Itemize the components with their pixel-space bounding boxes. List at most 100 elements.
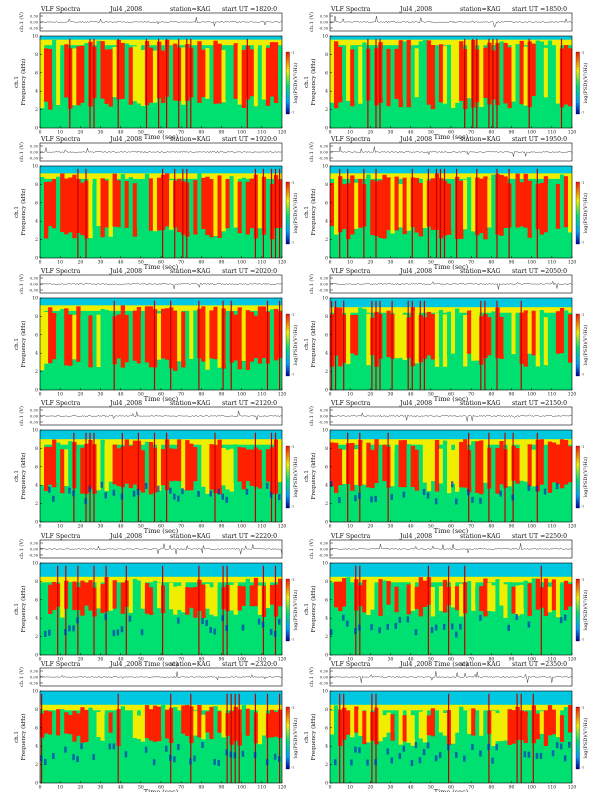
spectrogram-burst	[279, 300, 281, 390]
spectrogram-panel: VLF Spectra Jul4 ,2008 station=KAG start UT…	[14, 661, 299, 796]
spectrogram-burst	[347, 168, 349, 258]
spectrogram-column	[350, 583, 355, 613]
spectrogram-column	[539, 182, 544, 235]
spectrogram-column	[467, 581, 472, 615]
spectrogram-column	[491, 174, 496, 227]
spectrogram-column	[96, 712, 101, 737]
x-tick-label: 100	[527, 260, 536, 266]
spectrogram-column	[177, 439, 182, 482]
spectrogram-column	[229, 584, 234, 611]
spectrogram-column	[209, 179, 214, 238]
waveform-tick-label: 0.00	[30, 283, 39, 287]
x-tick-label: 110	[258, 785, 267, 791]
spectrogram-low-psd	[434, 755, 438, 762]
spectrogram-column	[563, 440, 569, 485]
spectrogram-low-psd	[64, 629, 67, 635]
panel-station: station=KAG	[460, 400, 501, 407]
spectrogram-column	[527, 583, 532, 616]
spectrogram-low-psd	[209, 626, 212, 633]
spectrogram-column	[499, 41, 504, 103]
spectrogram-column	[173, 310, 178, 371]
spectrogram-low-psd	[108, 743, 112, 750]
spectrogram-low-psd	[201, 742, 204, 748]
spectrogram-column	[438, 309, 444, 358]
colorbar-tick-label: -7	[291, 638, 294, 642]
x-axis-label: Time (sec)	[434, 263, 469, 271]
spectrogram-low-psd	[181, 488, 184, 495]
spectrogram-low-psd	[342, 614, 345, 621]
spectrogram-column	[471, 312, 476, 361]
spectrogram-column	[531, 449, 536, 487]
spectrogram-burst	[427, 168, 429, 258]
spectrogram-column	[68, 177, 73, 233]
spectrogram-low-psd	[132, 490, 136, 497]
spectrogram-burst	[347, 432, 349, 522]
spectrogram-column	[378, 180, 383, 238]
spectrogram-column	[68, 715, 73, 735]
spectrogram-low-psd	[68, 487, 71, 494]
spectrogram-upper-band	[330, 36, 572, 40]
y-tick-label: 10	[322, 164, 328, 170]
spectrogram-low-psd	[434, 624, 438, 631]
y-tick-label: 0	[325, 653, 328, 659]
spectrogram-column	[555, 184, 561, 229]
spectrogram-column	[527, 312, 532, 354]
spectrogram-column	[350, 49, 355, 107]
spectrogram-column	[555, 41, 561, 104]
spectrogram-burst	[480, 300, 482, 390]
spectrogram-column	[430, 45, 436, 110]
spectrogram-column	[354, 706, 359, 733]
spectrogram-column	[225, 49, 230, 100]
spectrogram-column	[338, 307, 343, 367]
spectrogram-column	[48, 49, 53, 110]
y-tick-label: 0	[325, 781, 328, 787]
y-axis-label-top: ch.1	[14, 206, 20, 218]
spectrogram-low-psd	[366, 759, 369, 766]
spectrogram-column	[503, 42, 508, 104]
colorbar-label: log(PSD)(V²/Hz)	[582, 457, 589, 498]
x-tick-label: 70	[468, 130, 474, 136]
spectrogram-column	[511, 180, 516, 237]
spectrogram-panel: VLF Spectra Jul4 ,2008 station=KAG start UT…	[14, 6, 299, 141]
y-tick-label: 10	[32, 689, 38, 695]
spectrogram-column	[547, 586, 553, 613]
spectrogram-low-psd	[386, 748, 389, 755]
spectrogram-column	[249, 449, 254, 486]
panel-title: VLF Spectra	[330, 6, 371, 13]
colorbar-tick-label: -1	[581, 445, 584, 449]
y-tick-label: 4	[325, 351, 328, 357]
spectrogram-column	[249, 49, 254, 97]
spectrogram-burst	[355, 565, 357, 655]
spectrogram-low-psd	[535, 485, 539, 492]
spectrogram-column	[173, 448, 178, 481]
y-tick-label: 10	[322, 561, 328, 567]
spectrogram-column	[112, 580, 117, 609]
spectrogram-column	[547, 314, 553, 363]
spectrogram-column	[217, 307, 222, 368]
spectrogram-low-psd	[511, 494, 514, 501]
waveform-tick-label: 0.30	[30, 15, 39, 19]
spectrogram-burst	[560, 38, 563, 128]
spectrogram-column	[169, 48, 174, 101]
spectrogram-column	[140, 50, 146, 106]
spectrogram-burst	[57, 565, 59, 655]
spectrogram-low-psd	[451, 481, 454, 488]
spectrogram-burst	[105, 565, 107, 655]
panel-station: station=KAG	[460, 268, 501, 275]
spectrogram-burst	[41, 693, 43, 783]
spectrogram-low-psd	[124, 751, 128, 758]
colorbar	[285, 51, 290, 115]
spectrogram-column	[451, 42, 456, 108]
x-tick-label: 50	[138, 392, 144, 398]
spectrogram-panel: VLF Spectra Jul4 ,2008 station=KAG start UT…	[304, 6, 589, 141]
spectrogram-column	[467, 710, 472, 734]
spectrogram-column	[120, 582, 125, 614]
colorbar-tick-label: -7	[291, 241, 294, 245]
spectrogram-column	[96, 175, 101, 227]
spectrogram-low-psd	[177, 744, 180, 750]
spectrogram-burst	[222, 300, 224, 390]
colorbar-tick-label: -7	[291, 505, 294, 509]
spectrogram-column	[471, 577, 476, 611]
x-tick-label: 30	[98, 130, 104, 136]
spectrogram-column	[217, 43, 222, 104]
